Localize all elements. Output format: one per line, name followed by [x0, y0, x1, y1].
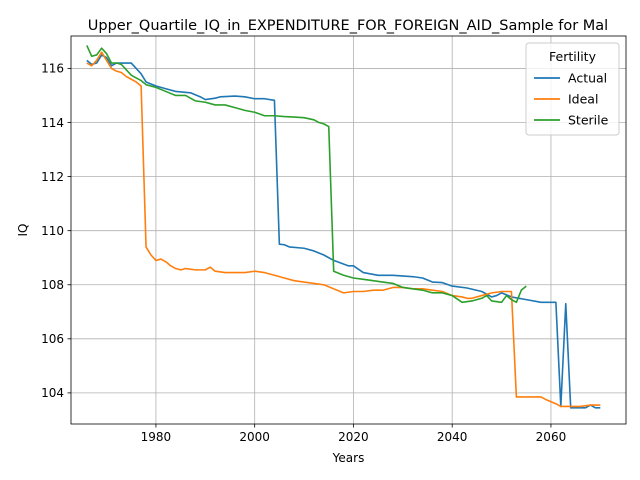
legend-label-actual: Actual: [568, 71, 607, 86]
x-tick-label: 2020: [338, 430, 369, 444]
legend-label-ideal: Ideal: [568, 92, 598, 107]
x-tick-label: 2000: [239, 430, 270, 444]
y-tick-label: 106: [41, 332, 64, 346]
series-layer: [86, 45, 601, 409]
x-tick-label: 1980: [141, 430, 172, 444]
y-tick-label: 114: [41, 116, 64, 130]
legend-entry-sterile: Sterile: [534, 113, 609, 128]
chart-title: Upper_Quartile_IQ_in_EXPENDITURE_FOR_FOR…: [88, 18, 608, 34]
legend-entry-actual: Actual: [534, 71, 607, 86]
x-tick-label: 2060: [536, 430, 567, 444]
tick-layer: 1980 2000 2020 2040 2060 104 106 108 110 112 114 11…: [41, 62, 566, 444]
y-axis-label: IQ: [16, 224, 30, 237]
x-axis-label: Years: [332, 451, 365, 465]
series-line-sterile: [86, 45, 527, 304]
legend-entry-ideal: Ideal: [534, 92, 598, 107]
y-tick-label: 104: [41, 386, 64, 400]
legend: Fertility Actual Ideal Sterile: [525, 42, 620, 136]
legend-box: [525, 42, 620, 136]
y-tick-label: 112: [41, 170, 64, 184]
legend-title: Fertility: [549, 49, 597, 64]
axes-frame: [70, 35, 627, 425]
legend-items: Actual Ideal Sterile: [534, 71, 609, 128]
legend-label-sterile: Sterile: [568, 113, 609, 128]
y-tick-label: 116: [41, 62, 64, 76]
series-line-ideal: [86, 51, 601, 408]
x-tick-label: 2040: [437, 430, 468, 444]
y-tick-label: 110: [41, 224, 64, 238]
y-tick-label: 108: [41, 278, 64, 292]
series-line-actual: [86, 54, 601, 409]
grid-layer: [71, 36, 626, 424]
